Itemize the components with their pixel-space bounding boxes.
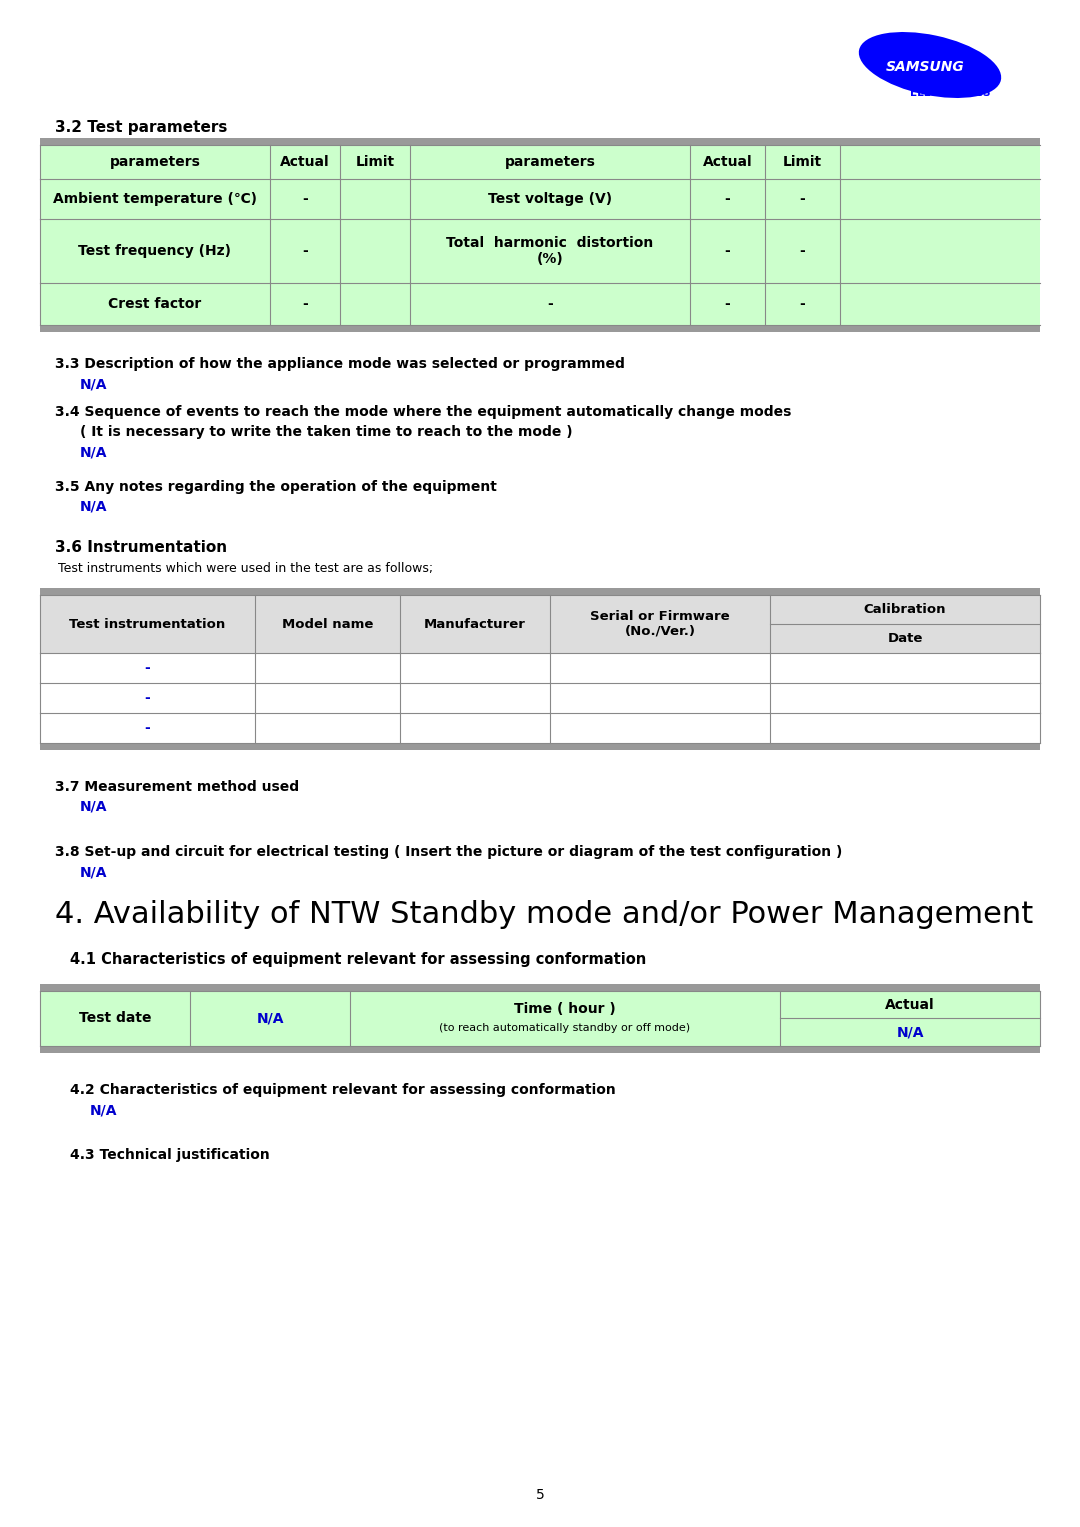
Text: Date: Date [888, 632, 922, 644]
Bar [40, 588, 1040, 596]
Bar [40, 983, 1040, 991]
Text: 3.6 Instrumentation: 3.6 Instrumentation [55, 541, 227, 554]
Text: 3.7 Measurement method used: 3.7 Measurement method used [55, 780, 299, 794]
Text: 3.4 Sequence of events to reach the mode where the equipment automatically chang: 3.4 Sequence of events to reach the mode… [55, 405, 792, 418]
Text: -: - [145, 692, 150, 705]
Text: N/A: N/A [80, 377, 108, 391]
Text: parameters: parameters [504, 156, 595, 169]
Bar [40, 1046, 1040, 1054]
Bar [40, 713, 1040, 744]
Text: N/A: N/A [80, 800, 108, 814]
Text: 4.1 Characteristics of equipment relevant for assessing conformation: 4.1 Characteristics of equipment relevan… [70, 951, 646, 967]
Bar [40, 145, 1040, 179]
Text: 3.2 Test parameters: 3.2 Test parameters [55, 121, 228, 134]
Bar [40, 179, 1040, 218]
Text: 3.8 Set-up and circuit for electrical testing ( Insert the picture or diagram of: 3.8 Set-up and circuit for electrical te… [55, 844, 842, 860]
Bar [40, 282, 1040, 325]
Text: Actual: Actual [886, 997, 935, 1012]
Text: 4.3 Technical justification: 4.3 Technical justification [70, 1148, 270, 1162]
Text: N/A: N/A [80, 864, 108, 880]
Bar [40, 596, 1040, 654]
Text: -: - [725, 244, 730, 258]
Text: -: - [799, 296, 806, 312]
Bar [40, 991, 1040, 1046]
Text: Test instrumentation: Test instrumentation [69, 617, 226, 631]
Text: Crest factor: Crest factor [108, 296, 202, 312]
Ellipse shape [859, 32, 1001, 98]
Text: -: - [302, 296, 308, 312]
Text: Total  harmonic  distortion
(%): Total harmonic distortion (%) [446, 235, 653, 266]
Text: 3.5 Any notes regarding the operation of the equipment: 3.5 Any notes regarding the operation of… [55, 479, 497, 495]
Text: (to reach automatically standby or off mode): (to reach automatically standby or off m… [440, 1023, 690, 1034]
Text: Manufacturer: Manufacturer [424, 617, 526, 631]
Bar [40, 325, 1040, 331]
Text: Calibration: Calibration [864, 603, 946, 615]
Text: Test date: Test date [79, 1011, 151, 1026]
Text: -: - [302, 244, 308, 258]
Text: ELECTRONICS: ELECTRONICS [909, 89, 990, 98]
Text: N/A: N/A [80, 444, 108, 460]
Text: Actual: Actual [703, 156, 753, 169]
Text: N/A: N/A [896, 1025, 923, 1038]
Bar [40, 744, 1040, 750]
Text: Model name: Model name [282, 617, 374, 631]
Text: -: - [725, 192, 730, 206]
Text: Limit: Limit [783, 156, 822, 169]
Text: Test voltage (V): Test voltage (V) [488, 192, 612, 206]
Text: Time ( hour ): Time ( hour ) [514, 1002, 616, 1015]
Text: -: - [799, 192, 806, 206]
Text: -: - [799, 244, 806, 258]
Bar [40, 218, 1040, 282]
Text: ( It is necessary to write the taken time to reach to the mode ): ( It is necessary to write the taken tim… [80, 425, 572, 438]
Text: -: - [145, 661, 150, 675]
Text: Test frequency (Hz): Test frequency (Hz) [79, 244, 231, 258]
Bar [40, 654, 1040, 683]
Text: Limit: Limit [355, 156, 394, 169]
Text: Actual: Actual [280, 156, 329, 169]
Bar [40, 137, 1040, 145]
Text: N/A: N/A [256, 1011, 284, 1026]
Text: N/A: N/A [80, 499, 108, 515]
Text: -: - [725, 296, 730, 312]
Text: SAMSUNG: SAMSUNG [886, 60, 964, 73]
Text: -: - [548, 296, 553, 312]
Text: parameters: parameters [109, 156, 201, 169]
Text: Serial or Firmware
(No./Ver.): Serial or Firmware (No./Ver.) [590, 609, 730, 638]
Text: Test instruments which were used in the test are as follows;: Test instruments which were used in the … [58, 562, 433, 576]
Text: N/A: N/A [90, 1102, 118, 1116]
Text: 4. Availability of NTW Standby mode and/or Power Management: 4. Availability of NTW Standby mode and/… [55, 899, 1034, 928]
Text: -: - [302, 192, 308, 206]
Text: Ambient temperature (℃): Ambient temperature (℃) [53, 192, 257, 206]
Text: -: - [145, 721, 150, 734]
Text: 4.2 Characteristics of equipment relevant for assessing conformation: 4.2 Characteristics of equipment relevan… [70, 1083, 616, 1096]
Text: 5: 5 [536, 1487, 544, 1503]
Text: 3.3 Description of how the appliance mode was selected or programmed: 3.3 Description of how the appliance mod… [55, 357, 625, 371]
Bar [40, 683, 1040, 713]
